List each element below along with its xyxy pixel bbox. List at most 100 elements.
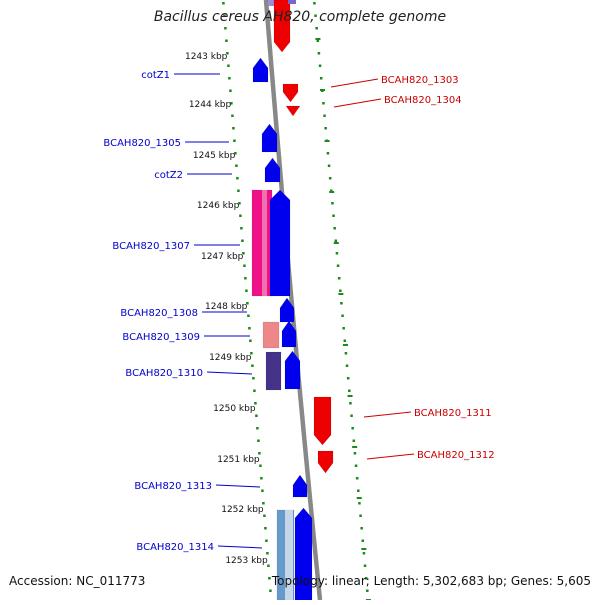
- label-leader-line: [330, 78, 379, 88]
- tick-dot: [226, 52, 229, 55]
- tick-dot: [251, 364, 254, 367]
- label-leader-line: [366, 453, 415, 460]
- tick-dot: [230, 102, 233, 105]
- tick-dot: [362, 552, 366, 555]
- tick-dot: [241, 239, 244, 242]
- tick-dot: [318, 64, 322, 67]
- forward-gene-arrow: [269, 189, 291, 297]
- major-tick: [342, 344, 348, 346]
- tick-dot: [255, 414, 258, 417]
- tick-dot: [353, 452, 357, 455]
- reverse-gene-arrow: [317, 450, 334, 474]
- tick-dot: [264, 527, 267, 530]
- major-tick: [333, 242, 339, 244]
- tick-dot: [232, 127, 235, 130]
- gene-label-bcah820_1311[interactable]: BCAH820_1311: [414, 408, 492, 419]
- gene-label-bcah820_1312[interactable]: BCAH820_1312: [417, 450, 495, 461]
- tick-dot: [246, 302, 249, 305]
- tick-dot: [247, 314, 250, 317]
- gene-label-bcah820_1308[interactable]: BCAH820_1308: [120, 308, 198, 319]
- tick-dot: [225, 39, 228, 42]
- tick-dot: [319, 77, 323, 80]
- scale-label: 1245 kbp: [193, 151, 236, 161]
- forward-gene-arrow: [252, 57, 269, 83]
- tick-dot: [234, 152, 237, 155]
- major-tick: [338, 293, 344, 295]
- gene-label-bcah820_1310[interactable]: BCAH820_1310: [125, 368, 203, 379]
- reverse-gene-arrow: [285, 105, 301, 117]
- scale-label: 1250 kbp: [213, 404, 256, 414]
- scale-label: 1246 kbp: [197, 201, 240, 211]
- tick-dot: [252, 377, 255, 380]
- major-tick: [320, 89, 326, 91]
- tick-dot: [354, 464, 358, 467]
- tick-dot: [357, 489, 360, 492]
- tick-dot: [237, 189, 240, 192]
- gene-label-bcah820_1309[interactable]: BCAH820_1309: [122, 332, 200, 343]
- gene-label-bcah820_1305[interactable]: BCAH820_1305: [103, 138, 181, 149]
- scale-label: 1247 kbp: [201, 252, 244, 262]
- tick-dot: [344, 352, 348, 355]
- label-leader-line: [217, 545, 263, 549]
- tick-dot: [327, 164, 331, 167]
- major-tick: [361, 548, 367, 550]
- rna-feature-highlight: [262, 190, 267, 296]
- reverse-gene-arrow: [282, 83, 299, 103]
- major-tick: [324, 140, 330, 142]
- gene-label-bcah820_1304[interactable]: BCAH820_1304: [384, 95, 462, 106]
- label-leader-line: [215, 484, 261, 488]
- tick-dot: [224, 27, 227, 30]
- tick-dot: [239, 214, 242, 217]
- tick-dot: [254, 402, 257, 405]
- tick-dot: [364, 577, 368, 580]
- tick-dot: [249, 339, 252, 342]
- forward-gene-arrow: [279, 297, 295, 323]
- accession-text: Accession: NC_011773: [9, 574, 146, 588]
- scale-label: 1251 kbp: [217, 455, 260, 465]
- tick-dot: [355, 477, 359, 480]
- major-tick: [315, 38, 321, 40]
- tick-dot: [322, 102, 325, 105]
- tick-dot: [267, 564, 270, 567]
- tick-dot: [361, 539, 365, 542]
- gene-label-bcah820_1303[interactable]: BCAH820_1303: [381, 75, 459, 86]
- tick-dot: [334, 239, 338, 242]
- gene-labels[interactable]: cotZ1 BCAH820_1305 cotZ2 BCAH820_1307 BCAH82…: [103, 70, 494, 553]
- gene-label-bcah820_1307[interactable]: BCAH820_1307: [112, 241, 190, 252]
- gene-label-bcah820_1313[interactable]: BCAH820_1313: [134, 481, 212, 492]
- tick-dot: [351, 427, 354, 430]
- tick-dot: [248, 327, 251, 330]
- scale-label: 1243 kbp: [185, 52, 228, 62]
- tick-dot: [266, 552, 269, 555]
- tick-dot: [326, 152, 330, 155]
- forward-gene-arrow: [261, 123, 278, 153]
- scale-label: 1252 kbp: [221, 505, 264, 515]
- tick-dot: [222, 2, 225, 5]
- tick-dot: [269, 589, 272, 592]
- tick-dot: [262, 502, 265, 505]
- gene-label-bcah820_1314[interactable]: BCAH820_1314: [136, 542, 214, 553]
- tick-dot: [233, 139, 236, 142]
- gene-label-cotz1[interactable]: cotZ1: [141, 70, 170, 81]
- scale-label: 1244 kbp: [189, 100, 232, 110]
- forward-gene-arrow: [292, 474, 308, 498]
- label-leader-line: [333, 98, 382, 108]
- tick-dot: [360, 527, 363, 530]
- tick-dot: [240, 227, 243, 230]
- tick-dot: [342, 327, 345, 330]
- tick-dot: [345, 364, 349, 367]
- tick-dot: [256, 427, 259, 430]
- tick-dot: [258, 452, 261, 455]
- rna-feature: [262, 321, 280, 349]
- tick-dot: [243, 264, 246, 267]
- forward-gene-arrow: [284, 350, 301, 390]
- major-tick: [329, 191, 335, 193]
- label-leader-lines: [174, 73, 415, 549]
- tick-marks: [222, 2, 371, 601]
- tick-dot: [346, 377, 350, 380]
- gene-label-cotz2[interactable]: cotZ2: [154, 170, 183, 181]
- major-tick: [352, 446, 358, 448]
- tick-dot: [349, 402, 352, 405]
- label-leader-line: [206, 371, 253, 375]
